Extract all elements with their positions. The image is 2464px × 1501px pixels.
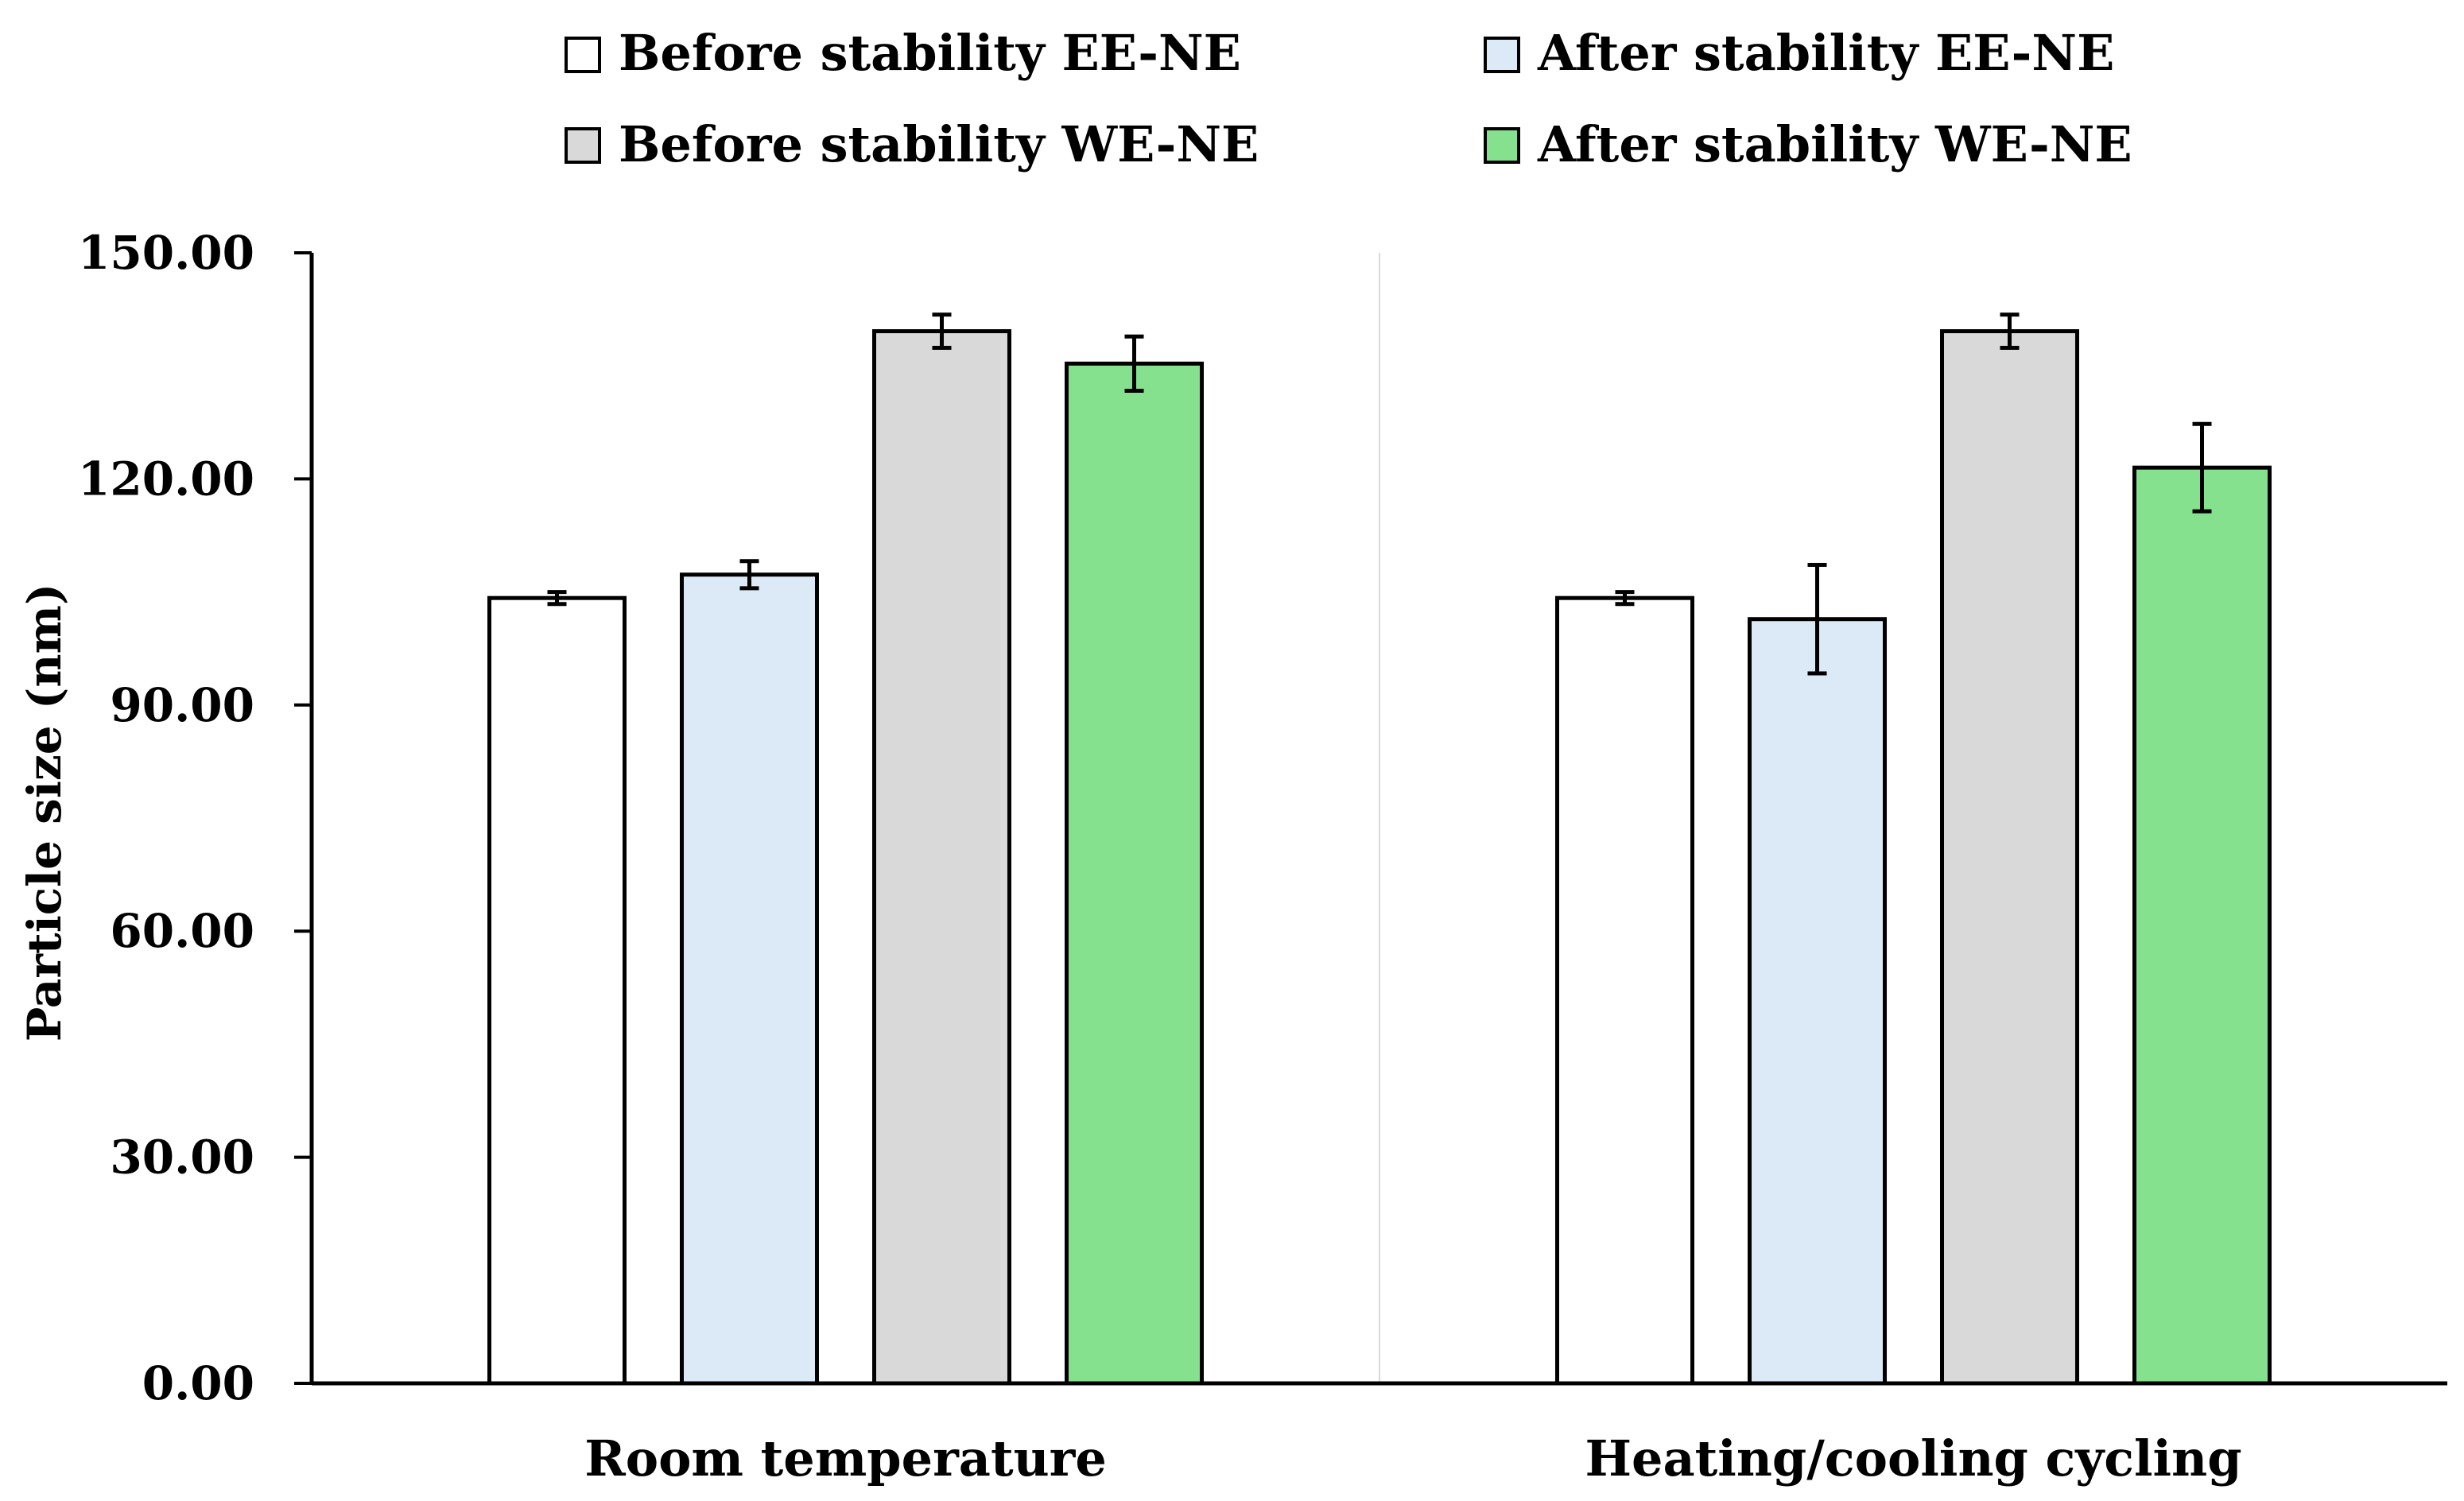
plot-area: 0.00 30.00 60.00 90.00 120.00 150.00 Room temp… [78, 226, 2447, 1487]
y-tick-label: 30.00 [110, 1131, 254, 1185]
legend-label-before-we: Before stability WE-NE [619, 115, 1259, 173]
legend-label-before-ee: Before stability EE-NE [619, 24, 1241, 82]
bar [1748, 617, 1887, 1386]
legend-label-after-ee: After stability EE-NE [1537, 24, 2114, 82]
legend-label-after-we: After stability WE-NE [1537, 115, 2132, 173]
x-category-label: Heating/cooling cycling [1585, 1429, 2241, 1487]
bar [1065, 361, 1204, 1386]
y-tick-label: 0.00 [142, 1356, 254, 1410]
legend-item-after-we: After stability WE-NE [1484, 115, 2132, 173]
legend-swatch-after-ee [1484, 37, 1520, 73]
x-category-label: Room temperature [584, 1429, 1107, 1487]
bar [2132, 465, 2272, 1386]
legend: Before stability EE-NE After stability E… [565, 24, 2132, 173]
bar [1940, 329, 2079, 1386]
y-tick-label: 120.00 [78, 452, 254, 506]
y-tick-label: 60.00 [110, 904, 254, 958]
legend-item-before-ee: Before stability EE-NE [565, 24, 1241, 82]
legend-swatch-before-ee [565, 37, 601, 73]
y-axis-title: Particle size (nm) [17, 584, 72, 1042]
legend-item-after-ee: After stability EE-NE [1484, 24, 2114, 82]
legend-item-before-we: Before stability WE-NE [565, 115, 1259, 173]
bar [1555, 595, 1694, 1386]
y-tick-label: 150.00 [78, 226, 254, 280]
bar [680, 572, 819, 1386]
y-tick-label: 90.00 [110, 678, 254, 732]
legend-swatch-after-we [1484, 127, 1520, 164]
bar [872, 329, 1011, 1386]
legend-swatch-before-we [565, 127, 601, 164]
bar [487, 595, 627, 1386]
